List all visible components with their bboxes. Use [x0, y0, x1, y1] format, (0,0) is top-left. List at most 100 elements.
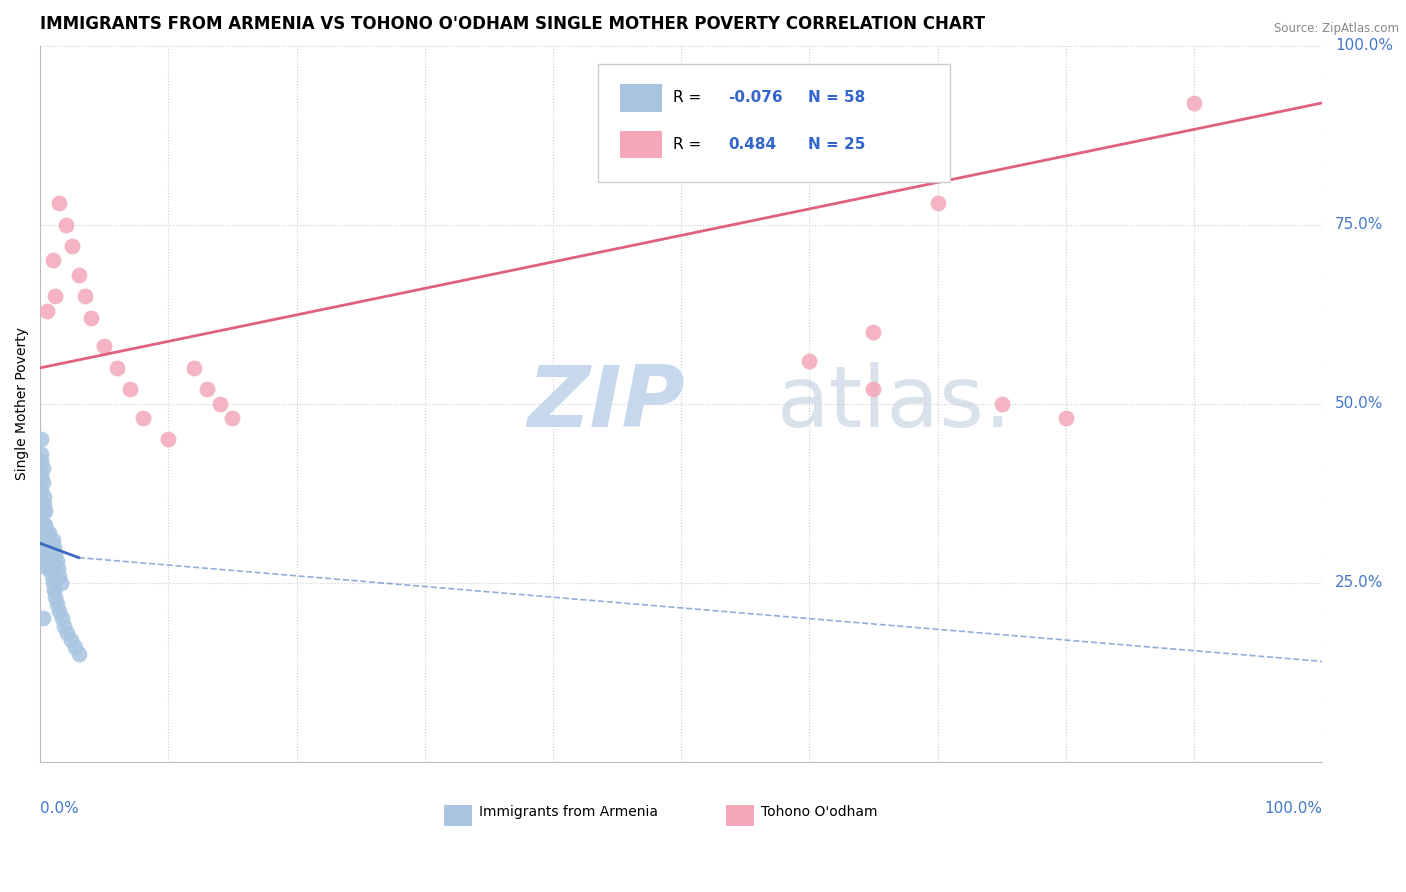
- Point: [30, 483, 52, 497]
- Bar: [725, 805, 754, 826]
- Point: [60, 239, 83, 253]
- Text: IMMIGRANTS FROM ARMENIA VS TOHONO O'ODHAM SINGLE MOTHER POVERTY CORRELATION CHAR: IMMIGRANTS FROM ARMENIA VS TOHONO O'ODHA…: [41, 15, 986, 33]
- Text: Tohono O'odham: Tohono O'odham: [761, 805, 877, 819]
- Point: [30, 433, 52, 447]
- Point: [55, 218, 77, 232]
- Point: [30, 468, 52, 483]
- Point: [32, 518, 55, 533]
- Point: [34, 540, 56, 554]
- Point: [51, 611, 73, 625]
- Bar: [620, 131, 662, 158]
- Point: [35, 533, 58, 547]
- Point: [59, 632, 82, 647]
- Point: [31, 554, 53, 568]
- Point: [799, 353, 821, 368]
- Point: [990, 397, 1012, 411]
- Point: [42, 253, 65, 268]
- Point: [118, 382, 141, 396]
- Point: [44, 582, 66, 597]
- Point: [45, 597, 67, 611]
- Point: [35, 561, 58, 575]
- Point: [37, 540, 59, 554]
- Point: [41, 554, 63, 568]
- Point: [42, 575, 65, 590]
- Point: [41, 568, 63, 582]
- Text: atlas.: atlas.: [778, 362, 1012, 445]
- Text: R =: R =: [673, 90, 707, 105]
- Point: [30, 454, 52, 468]
- Text: 0.0%: 0.0%: [41, 801, 79, 816]
- Point: [31, 525, 53, 540]
- Point: [30, 540, 52, 554]
- Point: [32, 533, 55, 547]
- Point: [1182, 95, 1205, 110]
- Point: [31, 475, 53, 490]
- Point: [183, 360, 205, 375]
- Point: [67, 268, 90, 282]
- Point: [221, 411, 243, 425]
- Point: [31, 461, 53, 475]
- Point: [93, 339, 115, 353]
- Text: 75.0%: 75.0%: [1334, 217, 1384, 232]
- Point: [73, 289, 96, 303]
- Point: [862, 325, 884, 339]
- Point: [39, 561, 62, 575]
- Point: [63, 640, 86, 654]
- Point: [34, 504, 56, 518]
- Text: R =: R =: [673, 137, 707, 152]
- Point: [39, 547, 62, 561]
- Point: [48, 196, 70, 211]
- Point: [38, 525, 60, 540]
- Point: [45, 554, 67, 568]
- Point: [42, 533, 65, 547]
- Point: [38, 540, 60, 554]
- Point: [48, 604, 70, 618]
- Point: [34, 554, 56, 568]
- Text: N = 58: N = 58: [808, 90, 865, 105]
- Text: Source: ZipAtlas.com: Source: ZipAtlas.com: [1274, 22, 1399, 36]
- Point: [44, 590, 66, 604]
- Point: [31, 611, 53, 625]
- Point: [34, 525, 56, 540]
- Point: [46, 561, 69, 575]
- Point: [32, 490, 55, 504]
- Point: [208, 397, 231, 411]
- Point: [927, 196, 949, 211]
- Point: [34, 518, 56, 533]
- Point: [32, 504, 55, 518]
- Point: [1054, 411, 1077, 425]
- Point: [49, 575, 72, 590]
- Text: 25.0%: 25.0%: [1334, 575, 1384, 591]
- Point: [39, 561, 62, 575]
- Point: [32, 547, 55, 561]
- Point: [37, 540, 59, 554]
- Point: [53, 618, 76, 632]
- Point: [105, 360, 128, 375]
- Text: ZIP: ZIP: [527, 362, 685, 445]
- Point: [195, 382, 218, 396]
- Point: [35, 303, 58, 318]
- Text: Immigrants from Armenia: Immigrants from Armenia: [478, 805, 658, 819]
- Point: [44, 547, 66, 561]
- Point: [42, 561, 65, 575]
- Text: 100.0%: 100.0%: [1264, 801, 1322, 816]
- Point: [157, 433, 180, 447]
- Point: [38, 547, 60, 561]
- Point: [35, 525, 58, 540]
- Y-axis label: Single Mother Poverty: Single Mother Poverty: [15, 327, 30, 480]
- Text: 100.0%: 100.0%: [1334, 38, 1393, 54]
- Point: [56, 625, 79, 640]
- Point: [131, 411, 153, 425]
- Bar: [444, 805, 472, 826]
- Point: [32, 497, 55, 511]
- Point: [80, 310, 103, 325]
- Text: 0.484: 0.484: [728, 137, 776, 152]
- Bar: [620, 85, 662, 112]
- Point: [37, 533, 59, 547]
- Text: 50.0%: 50.0%: [1334, 396, 1384, 411]
- Text: -0.076: -0.076: [728, 90, 783, 105]
- Point: [48, 568, 70, 582]
- FancyBboxPatch shape: [598, 63, 950, 182]
- Point: [44, 289, 66, 303]
- Point: [862, 382, 884, 396]
